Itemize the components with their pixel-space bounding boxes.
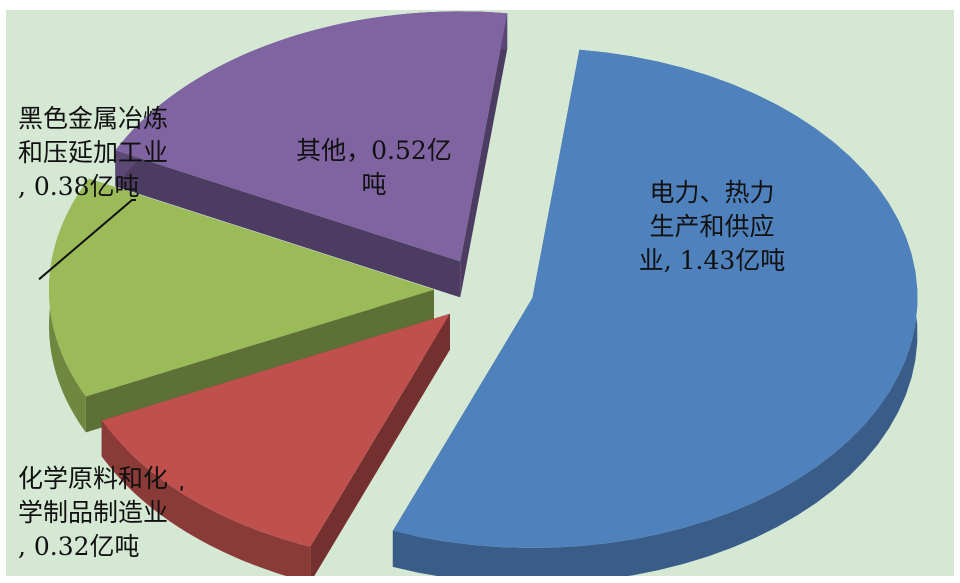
- slice-chemical: [101, 313, 450, 576]
- slice-label-steel: 黑色金属冶炼 和压延加工业 , 0.38亿吨: [18, 104, 169, 201]
- slice-steel: [49, 178, 435, 433]
- leader-line-steel: [38, 199, 136, 281]
- slice-label-chemical: 化学原料和化 学制品制造业 , 0.32亿吨: [18, 464, 169, 561]
- slice-power: [392, 49, 918, 576]
- slice-other: [115, 11, 508, 298]
- leader-line-chemical: [180, 485, 183, 491]
- chart-area: 电力、热力 生产和供应 业, 1.43亿吨 其他，0.52亿 吨 黑色金属冶炼 …: [6, 10, 954, 576]
- pie-chart: [38, 11, 918, 576]
- slice-label-other: 其他，0.52亿 吨: [296, 136, 452, 199]
- slice-label-power: 电力、热力 生产和供应 业, 1.43亿吨: [638, 178, 786, 275]
